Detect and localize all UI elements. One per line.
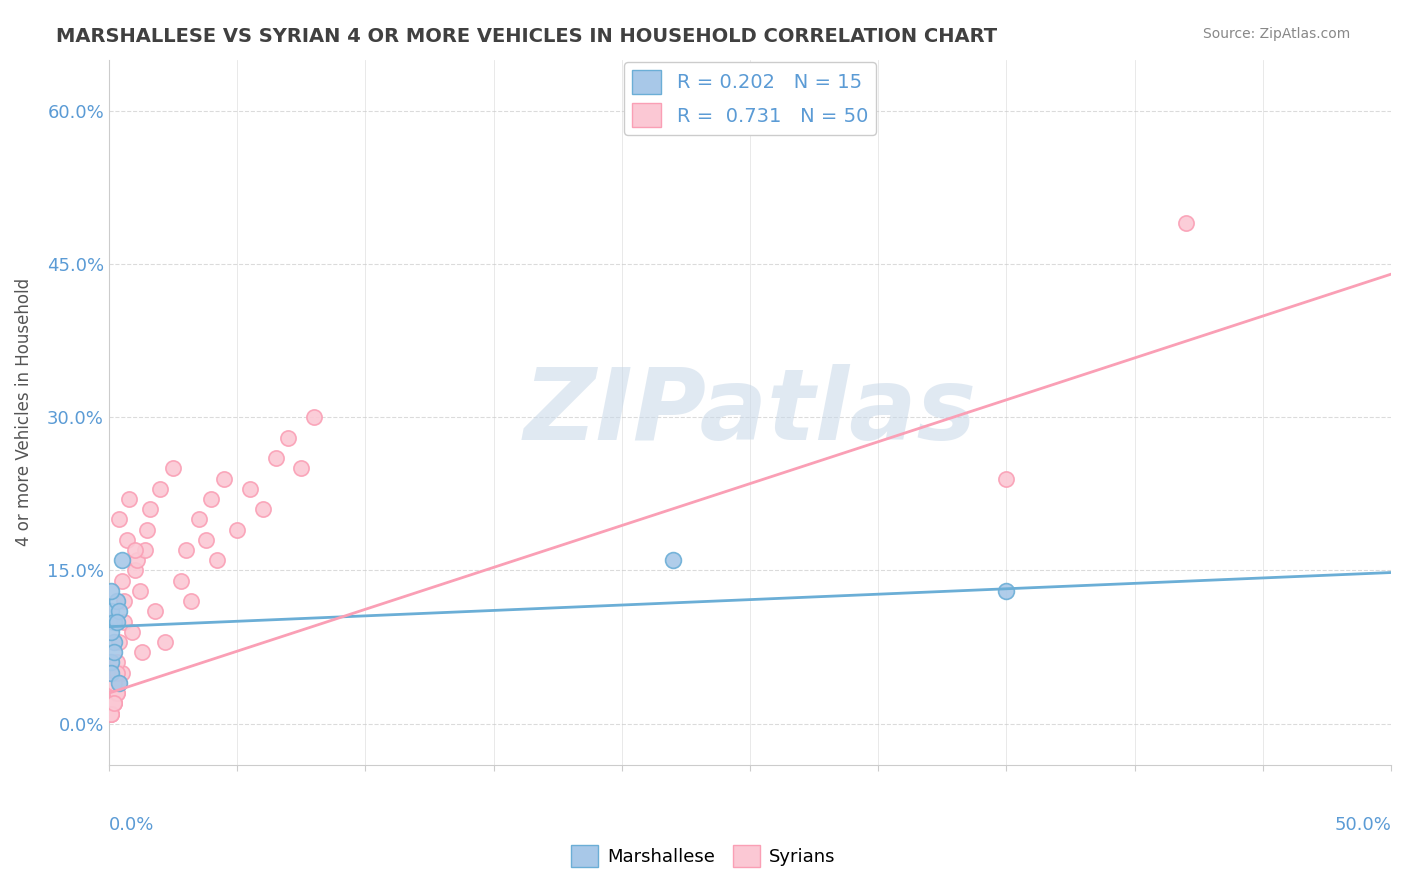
Point	[105, 594, 128, 608]
Point	[105, 656, 128, 670]
Point	[100, 665, 122, 680]
Point	[252, 502, 274, 516]
Point	[1174, 216, 1197, 230]
Point	[205, 553, 228, 567]
Point	[108, 676, 131, 690]
Point	[125, 553, 148, 567]
Point	[264, 451, 287, 466]
Point	[131, 645, 153, 659]
Point	[112, 594, 135, 608]
Point	[155, 635, 177, 649]
Point	[162, 461, 184, 475]
Point	[662, 553, 685, 567]
Point	[118, 491, 141, 506]
Point	[100, 624, 122, 639]
Point	[100, 656, 122, 670]
Point	[143, 604, 166, 618]
Point	[995, 583, 1018, 598]
Point	[100, 706, 122, 721]
Point	[290, 461, 312, 475]
Text: 50.0%: 50.0%	[1334, 815, 1391, 834]
Point	[226, 523, 249, 537]
Point	[277, 431, 299, 445]
Y-axis label: 4 or more Vehicles in Household: 4 or more Vehicles in Household	[15, 278, 32, 546]
Point	[149, 482, 172, 496]
Point	[180, 594, 202, 608]
Point	[105, 686, 128, 700]
Legend: R = 0.202   N = 15, R =  0.731   N = 50: R = 0.202 N = 15, R = 0.731 N = 50	[624, 62, 876, 135]
Point	[111, 665, 134, 680]
Point	[111, 553, 134, 567]
Text: MARSHALLESE VS SYRIAN 4 OR MORE VEHICLES IN HOUSEHOLD CORRELATION CHART: MARSHALLESE VS SYRIAN 4 OR MORE VEHICLES…	[56, 27, 997, 45]
Point	[214, 471, 236, 485]
Text: 0.0%: 0.0%	[108, 815, 155, 834]
Point	[103, 615, 125, 629]
Point	[108, 676, 131, 690]
Point	[115, 533, 138, 547]
Point	[108, 512, 131, 526]
Point	[195, 533, 218, 547]
Point	[134, 543, 156, 558]
Point	[187, 512, 209, 526]
Text: ZIPatlas: ZIPatlas	[523, 364, 977, 460]
Point	[108, 604, 131, 618]
Point	[239, 482, 262, 496]
Point	[112, 615, 135, 629]
Point	[105, 615, 128, 629]
Point	[105, 686, 128, 700]
Point	[100, 706, 122, 721]
Point	[103, 696, 125, 710]
Point	[100, 583, 122, 598]
Point	[136, 523, 159, 537]
Point	[128, 583, 150, 598]
Point	[103, 676, 125, 690]
Point	[995, 471, 1018, 485]
Legend: Marshallese, Syrians: Marshallese, Syrians	[564, 838, 842, 874]
Point	[103, 696, 125, 710]
Point	[103, 696, 125, 710]
Point	[302, 410, 325, 425]
Point	[124, 564, 146, 578]
Point	[139, 502, 162, 516]
Point	[170, 574, 193, 588]
Point	[103, 645, 125, 659]
Point	[111, 574, 134, 588]
Point	[108, 635, 131, 649]
Point	[100, 604, 122, 618]
Point	[100, 706, 122, 721]
Point	[200, 491, 222, 506]
Point	[105, 665, 128, 680]
Point	[121, 624, 143, 639]
Text: Source: ZipAtlas.com: Source: ZipAtlas.com	[1202, 27, 1350, 41]
Point	[103, 635, 125, 649]
Point	[124, 543, 146, 558]
Point	[174, 543, 197, 558]
